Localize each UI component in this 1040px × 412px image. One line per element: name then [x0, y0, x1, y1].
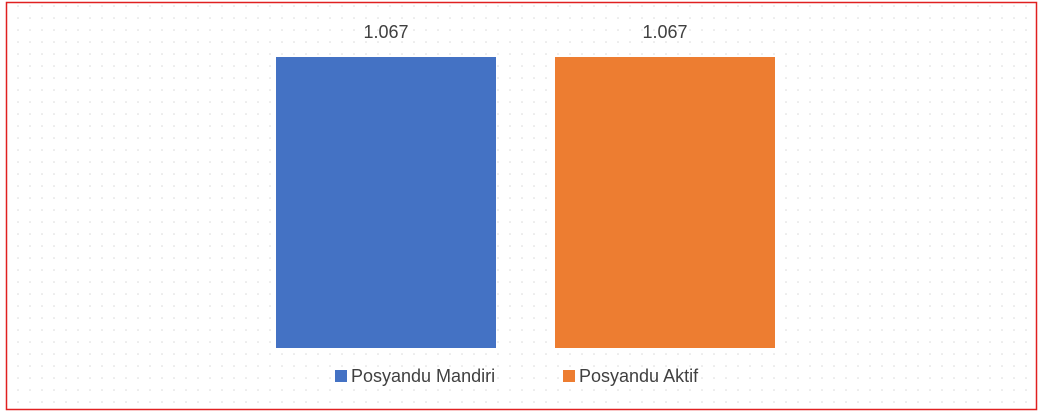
legend-swatch [335, 370, 347, 382]
bar [555, 57, 775, 348]
data-label: 1.067 [363, 22, 408, 42]
chart-border [5, 1, 1038, 411]
data-label: 1.067 [642, 22, 687, 42]
bar [276, 57, 496, 348]
legend-swatch [563, 370, 575, 382]
legend-label: Posyandu Aktif [579, 366, 699, 386]
legend-label: Posyandu Mandiri [351, 366, 495, 386]
